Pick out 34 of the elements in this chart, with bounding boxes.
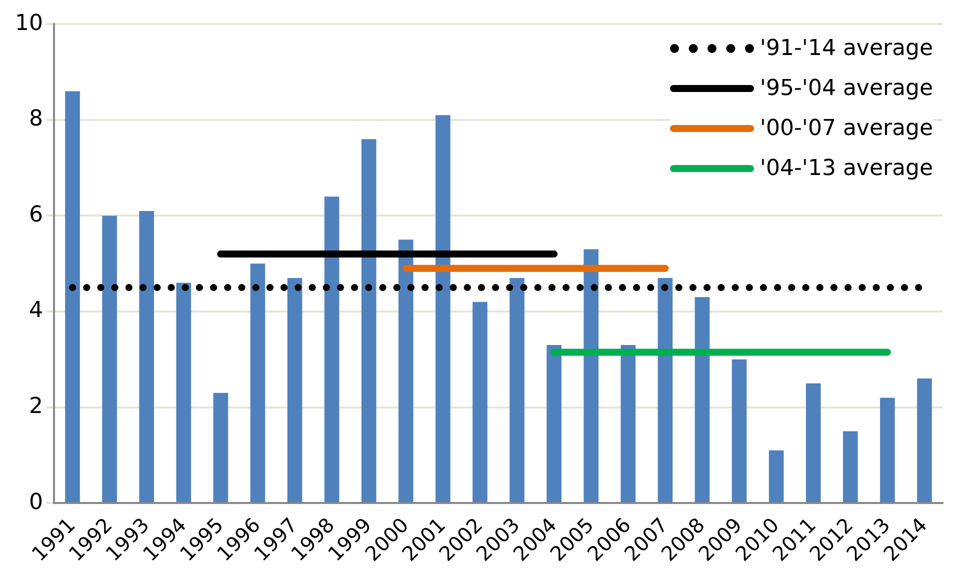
bar — [880, 398, 895, 502]
bar — [287, 278, 302, 502]
y-tick-label: 2 — [28, 394, 43, 419]
bar — [139, 210, 154, 502]
bar — [806, 383, 821, 502]
bar — [620, 345, 636, 502]
bar — [658, 278, 673, 502]
bar — [917, 378, 932, 502]
bar — [213, 392, 228, 502]
bar — [398, 240, 414, 502]
y-tick-label: 4 — [28, 298, 43, 324]
bar — [250, 264, 266, 502]
bar — [472, 302, 488, 502]
bar — [584, 249, 599, 502]
legend-label: '95-'04 average — [760, 76, 933, 101]
y-tick-label: 8 — [28, 106, 43, 132]
y-tick-label: 6 — [28, 202, 43, 228]
legend-label: '00-'07 average — [760, 116, 933, 141]
bar — [176, 282, 192, 502]
legend-label: '91-'14 average — [760, 36, 933, 61]
bar — [510, 278, 524, 502]
bar — [842, 431, 858, 502]
bar — [436, 115, 450, 502]
bar — [768, 450, 784, 502]
bar — [65, 91, 80, 502]
legend-label: '04-'13 average — [760, 156, 933, 181]
y-tick-label: 0 — [28, 490, 43, 515]
bar — [732, 359, 747, 502]
bar — [102, 216, 117, 502]
y-tick-label: 10 — [14, 10, 43, 36]
bar — [324, 196, 340, 502]
bar — [546, 345, 562, 502]
bar — [694, 297, 710, 502]
bar — [361, 139, 376, 502]
